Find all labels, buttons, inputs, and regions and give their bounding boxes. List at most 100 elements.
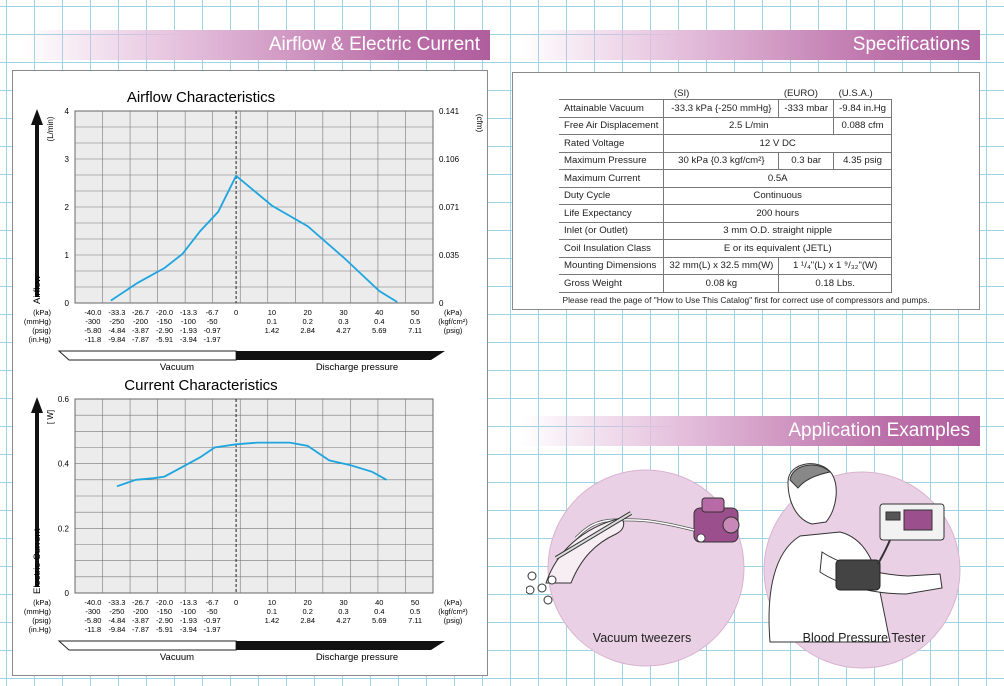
vacuum-arrow-icon (57, 640, 237, 651)
spec-label: Life Expectancy (559, 204, 665, 223)
y-unit-label: [ W] (46, 410, 55, 424)
spec-value-usa: 0.088 cfm (833, 116, 892, 135)
discharge-arrow-icon (236, 351, 445, 360)
arrow-head-icon (31, 397, 43, 413)
y-tick-label: 3 (65, 155, 70, 164)
spec-value-si: -33.3 kPa {-250 mmHg} (663, 99, 780, 118)
spec-row: Duty Cycle Continuous (559, 186, 892, 205)
spec-header-blank (559, 85, 664, 100)
section-banner-applications: Application Examples (520, 416, 980, 446)
x-tick-label: 1.42 (265, 326, 280, 335)
y-tick-label: 0.4 (58, 460, 70, 469)
x-tick-label: 0 (234, 598, 238, 607)
spec-row: Gross Weight 0.08 kg 0.18 Lbs. (559, 274, 892, 293)
chart-title: Airflow Characteristics (127, 89, 275, 106)
arrow-head-icon (31, 109, 43, 125)
region-label-discharge: Discharge pressure (316, 652, 398, 663)
vacuum-tweezers-illustration: Vacuum tweezers (515, 469, 745, 667)
application-vacuum-tweezers: Vacuum tweezers (515, 458, 756, 683)
x-tick-label: -1.97 (204, 335, 221, 344)
x-tick-label: -300 (85, 317, 100, 326)
spec-label: Inlet (or Outlet) (559, 221, 665, 240)
x-tick-label: 0.4 (374, 317, 384, 326)
x-tick-label: -6.7 (206, 308, 219, 317)
spec-value-si: 32 mm(L) x 32.5 mm(W) (663, 256, 780, 275)
spec-value-usa: 0.18 Lbs. (778, 274, 892, 293)
x-tick-label: -40.0 (84, 598, 101, 607)
x-tick-label: 0.3 (338, 317, 348, 326)
spec-row: Maximum Current 0.5A (559, 169, 892, 188)
x-tick-label: 20 (304, 308, 312, 317)
y-tick-label: 4 (65, 107, 70, 116)
spec-row: Mounting Dimensions 32 mm(L) x 32.5 mm(W)… (559, 256, 892, 275)
x-tick-label: -5.91 (156, 335, 173, 344)
x-tick-label: 30 (339, 308, 347, 317)
chart-title: Current Characteristics (124, 377, 277, 394)
data-curve (116, 441, 387, 488)
x-tick-label: -20.0 (156, 598, 173, 607)
x-tick-label: -13.3 (180, 598, 197, 607)
x-tick-label: -3.87 (132, 326, 149, 335)
spec-value-si: 0.08 kg (663, 274, 780, 293)
cuff-icon (835, 559, 881, 591)
x-tick-label: -5.80 (84, 326, 101, 335)
y-axis-label: Electric Current (32, 528, 43, 594)
spec-value: 0.5A (663, 169, 892, 188)
x-tick-label: -33.3 (108, 598, 125, 607)
x-tick-label: -40.0 (84, 308, 101, 317)
spec-row: Rated Voltage 12 V DC (559, 134, 892, 153)
x-tick-label: -3.94 (180, 625, 197, 634)
x-row-unit-left: (in.Hg) (28, 625, 51, 634)
spec-row: Attainable Vacuum -33.3 kPa {-250 mmHg} -3… (559, 99, 892, 118)
x-row-unit-left: (in.Hg) (28, 335, 51, 344)
y2-tick-label: 0.141 (439, 107, 460, 116)
x-tick-label: 0.5 (410, 317, 420, 326)
x-row-unit-left: (kPa) (33, 308, 51, 317)
x-tick-label: -1.93 (180, 616, 197, 625)
data-curve (110, 174, 398, 303)
spec-value-usa: 4.35 psig (833, 151, 892, 170)
spec-value-usa: 1 ¹/₄"(L) x 1 ⁹/₃₂"(W) (778, 256, 892, 275)
charts-svg: Airflow Characteristics0123400.0350.0710… (24, 89, 484, 663)
x-tick-label: 7.11 (408, 616, 422, 625)
tester-device-icon (879, 503, 945, 541)
x-tick-label: 0.1 (267, 607, 277, 616)
x-tick-label: -33.3 (108, 308, 125, 317)
spec-row: Free Air Displacement 2.5 L/min 0.088 cfm (559, 116, 892, 135)
spec-label: Rated Voltage (559, 134, 665, 153)
spec-column-header: (SI) (673, 87, 690, 99)
x-row-unit-left: (psig) (32, 616, 51, 625)
x-row-unit-right: (kPa) (444, 308, 462, 317)
y-tick-label: 1 (65, 251, 70, 260)
x-tick-label: -5.80 (84, 616, 101, 625)
spec-row: Life Expectancy 200 hours (559, 204, 892, 223)
x-tick-label: 1.42 (265, 616, 280, 625)
spec-label: Duty Cycle (559, 186, 665, 205)
discharge-arrow-icon (236, 641, 445, 650)
x-tick-label: -50 (207, 317, 218, 326)
chart-1: Current Characteristics 0 0.2 0.4 0.6[ W] Ele… (24, 377, 468, 663)
x-tick-label: -3.87 (132, 616, 149, 625)
y-tick-label: 0.2 (58, 524, 70, 533)
y-tick-label: 0.6 (58, 395, 70, 404)
spec-row: Maximum Pressure 30 kPa {0.3 kgf/cm²} 0.3 … (559, 151, 892, 170)
x-tick-label: 0.1 (267, 317, 277, 326)
section-title: Specifications (852, 34, 970, 55)
specifications-table: (SI) (EURO) (U.S.A.) Attainable Vacuum -33.3… (559, 85, 892, 293)
x-tick-label: -100 (181, 607, 196, 616)
x-tick-label: -0.97 (204, 616, 221, 625)
spec-value: E or its equivalent (JETL) (663, 239, 892, 258)
spec-row: Inlet (or Outlet) 3 mm O.D. straight nipp… (559, 221, 892, 240)
vacuum-arrow-icon (57, 350, 237, 361)
spec-label: Maximum Pressure (559, 151, 665, 170)
spec-column-header: (EURO) (783, 87, 818, 99)
x-row-unit-left: (kPa) (33, 598, 51, 607)
spec-value-si: 30 kPa {0.3 kgf/cm²} (663, 151, 780, 170)
x-tick-label: 0 (234, 308, 238, 317)
x-tick-label: -9.84 (108, 335, 125, 344)
x-tick-label: -11.8 (85, 625, 102, 634)
y-axis-label: Airflow (32, 275, 43, 304)
x-row-unit-right: (kgf/cm²) (438, 607, 468, 616)
y-tick-label: 2 (65, 203, 70, 212)
x-tick-label: 50 (411, 308, 419, 317)
